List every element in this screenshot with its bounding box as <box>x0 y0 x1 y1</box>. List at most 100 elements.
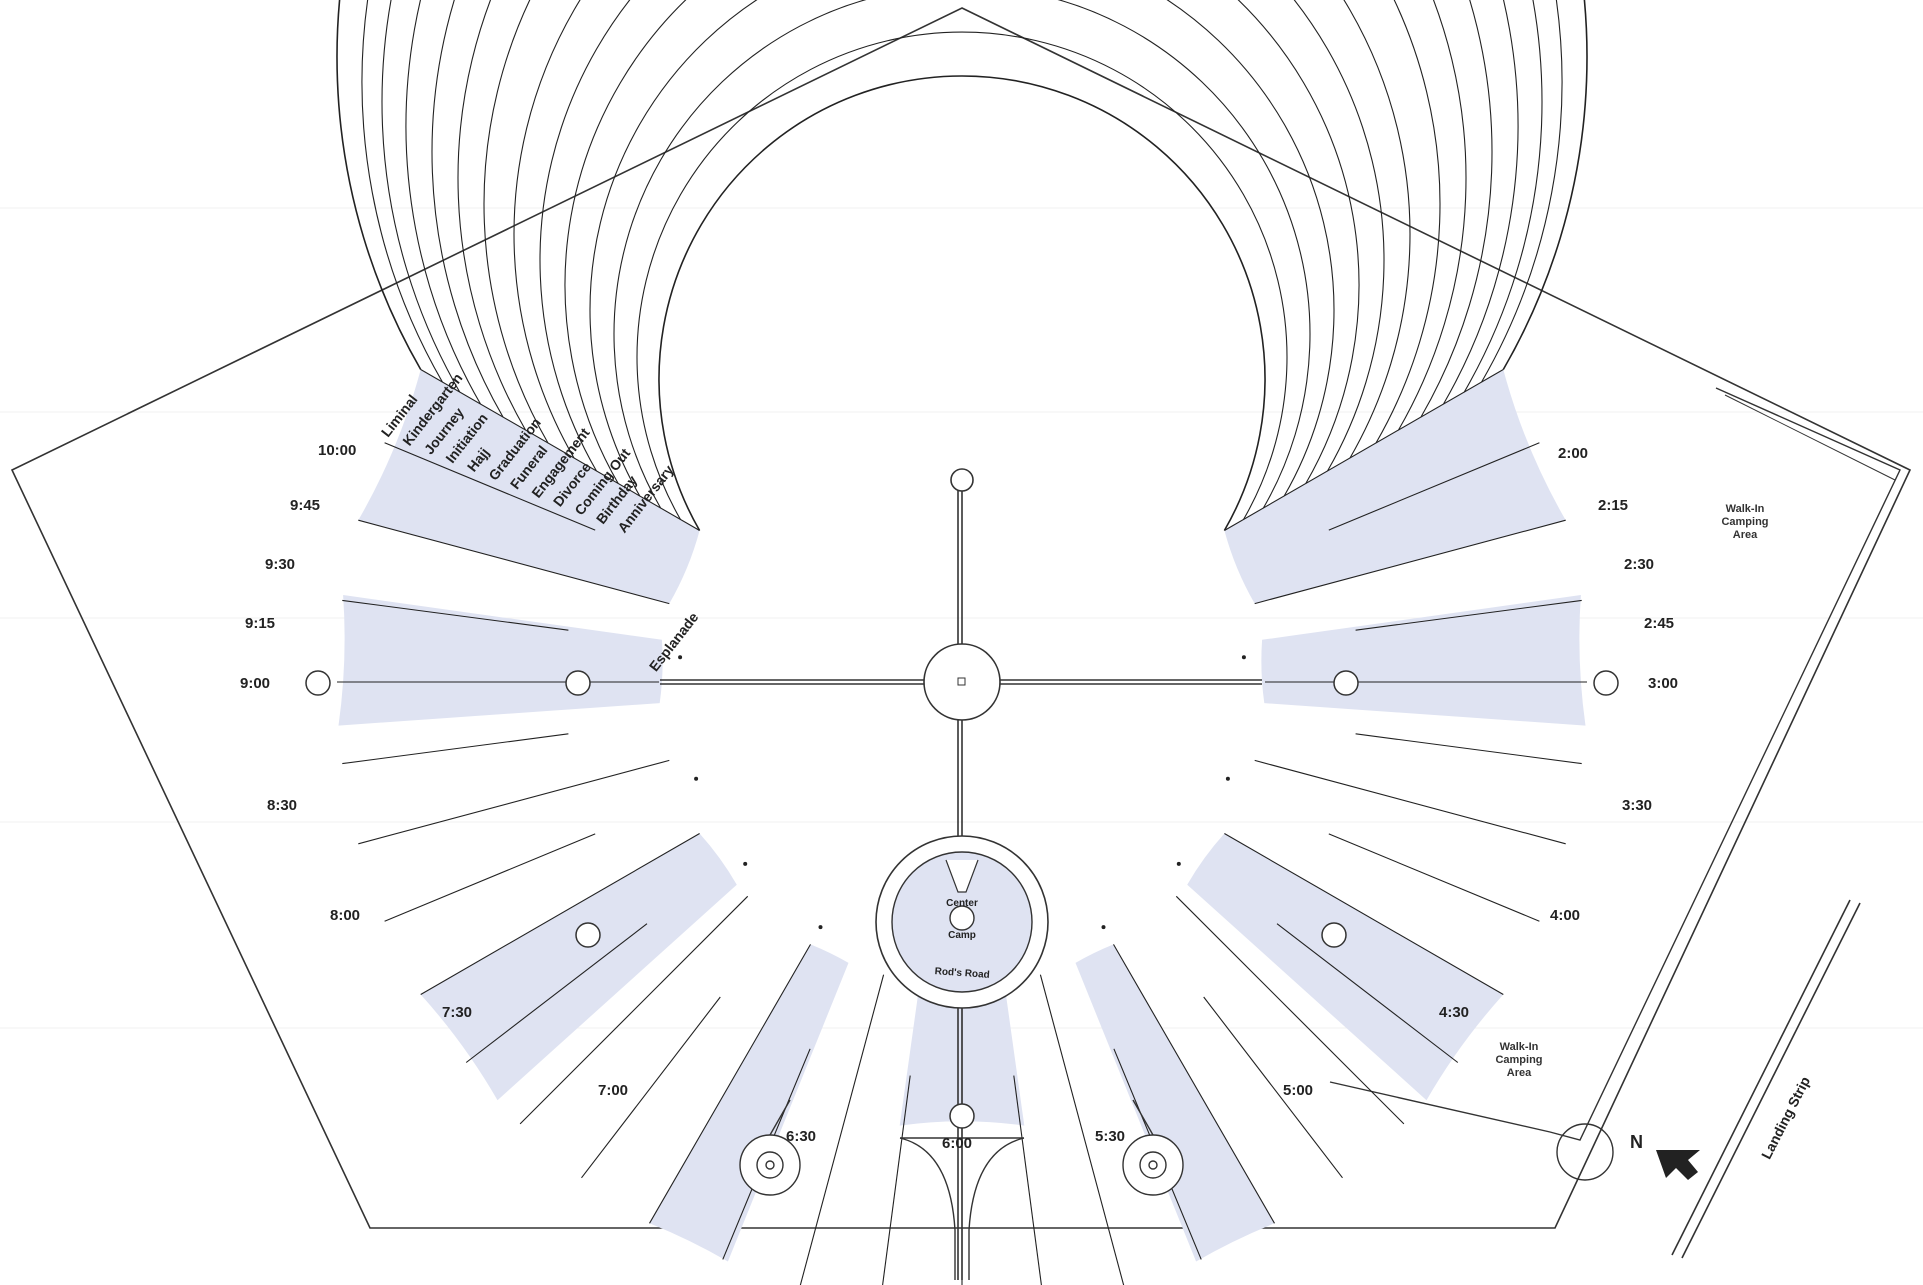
street-arc <box>613 0 1311 509</box>
svg-text:Camping: Camping <box>1495 1054 1542 1066</box>
radial-street <box>1224 369 1504 531</box>
svg-text:Walk-In: Walk-In <box>1500 1041 1539 1053</box>
radial-street <box>519 895 749 1125</box>
gate-road <box>769 1099 1154 1280</box>
radial-street <box>1203 996 1343 1179</box>
radial-street <box>1355 733 1582 765</box>
rods-road-label: Rod's Road <box>934 966 990 981</box>
street-arc <box>564 0 1360 484</box>
street-arc <box>658 75 1266 531</box>
marker-dot <box>818 925 823 930</box>
radial-street <box>358 759 670 845</box>
camp-block-shaded <box>1075 944 1275 1262</box>
radial-street <box>1254 519 1566 605</box>
walk-in-boundary-inner <box>1724 394 1896 481</box>
radial-street <box>420 833 700 995</box>
time-label: 9:00 <box>240 675 270 692</box>
radial-street <box>1355 599 1582 631</box>
svg-text:Camping: Camping <box>1721 516 1768 528</box>
time-label: 2:15 <box>1598 497 1628 514</box>
radial-street <box>1276 923 1459 1063</box>
time-label: 5:30 <box>1095 1128 1125 1145</box>
center-camp: Center Camp Rod's Road <box>875 835 1049 1009</box>
radial-street <box>384 442 596 531</box>
radial-street <box>1013 1075 1042 1285</box>
walk-in-label-bottom: Walk-In Camping Area <box>1495 1041 1542 1079</box>
time-label: 6:30 <box>786 1128 816 1145</box>
radial-street <box>342 599 569 631</box>
time-label: 4:00 <box>1550 907 1580 924</box>
time-label: 8:00 <box>330 907 360 924</box>
radial-street <box>1175 895 1405 1125</box>
marker-dot <box>1241 655 1246 660</box>
street-arc <box>431 0 1493 418</box>
street-arc <box>513 0 1411 459</box>
center-camp-label-1: Center <box>946 898 978 909</box>
street-arc <box>336 0 1588 370</box>
radial-street <box>799 974 885 1285</box>
time-label: 9:45 <box>290 497 320 514</box>
camp-block-shaded <box>358 369 700 604</box>
time-labels-left: 10:00 9:45 9:30 9:15 9:00 8:30 8:00 7:30… <box>240 442 816 1145</box>
radial-street <box>358 519 670 605</box>
radial-street <box>1113 944 1275 1224</box>
time-label: 7:30 <box>442 1004 472 1021</box>
svg-text:Area: Area <box>1733 529 1758 541</box>
time-label: 5:00 <box>1283 1082 1313 1099</box>
radial-street <box>649 944 811 1224</box>
camp-block-shaded <box>338 595 663 726</box>
time-label: 10:00 <box>318 442 356 459</box>
time-label: 8:30 <box>267 797 297 814</box>
center-camp-label-2: Camp <box>948 930 976 941</box>
time-label: 3:30 <box>1622 797 1652 814</box>
time-labels-right: 2:00 2:15 2:30 2:45 3:00 3:30 4:00 4:30 … <box>1095 445 1678 1145</box>
landing-strip-label: Landing Strip <box>1758 1074 1813 1162</box>
radial-street <box>465 923 648 1063</box>
time-label: 7:00 <box>598 1082 628 1099</box>
radial-street <box>581 996 721 1179</box>
time-label-6-00: 6:00 <box>942 1135 972 1152</box>
north-arrow-icon: N <box>1630 1132 1700 1180</box>
radial-street <box>1224 833 1504 995</box>
radial-street <box>882 1075 911 1285</box>
street-arc <box>539 0 1385 472</box>
street-arc <box>483 0 1441 444</box>
walk-in-label-top: Walk-In Camping Area <box>1721 503 1768 541</box>
svg-text:Area: Area <box>1507 1067 1532 1079</box>
time-label: 2:00 <box>1558 445 1588 462</box>
marker-dot <box>678 655 683 660</box>
time-label: 9:30 <box>265 556 295 573</box>
svg-text:Walk-In: Walk-In <box>1726 503 1765 515</box>
time-label: 2:30 <box>1624 556 1654 573</box>
street-arc <box>381 0 1543 393</box>
marker-dot <box>694 776 699 781</box>
camp-block-shaded <box>649 944 849 1262</box>
marker-dot <box>743 861 748 866</box>
temple-plaza <box>950 468 974 492</box>
plazas <box>305 670 1619 1129</box>
street-arc <box>589 0 1335 497</box>
svg-text:N: N <box>1630 1132 1643 1152</box>
marker-dot <box>1101 925 1106 930</box>
camp-block-shaded <box>1187 833 1504 1101</box>
camp-block-shaded <box>420 833 737 1101</box>
landing-strip <box>1671 899 1861 1259</box>
radial-street <box>1254 759 1566 845</box>
street-arc <box>457 0 1467 431</box>
marker-dot <box>1225 776 1230 781</box>
time-label: 4:30 <box>1439 1004 1469 1021</box>
time-label: 9:15 <box>245 615 275 632</box>
street-arc <box>405 0 1519 405</box>
radial-street <box>384 833 596 922</box>
radial-street <box>342 733 569 765</box>
radial-street <box>1328 833 1540 922</box>
radial-street <box>1039 974 1125 1285</box>
walk-in-boundary <box>1329 387 1901 1141</box>
street-arc <box>636 31 1288 520</box>
radial-street <box>420 369 700 531</box>
marker-dot <box>1176 861 1181 866</box>
camp-block-shaded <box>1224 369 1566 604</box>
radial-street <box>1328 442 1540 531</box>
time-label: 2:45 <box>1644 615 1674 632</box>
